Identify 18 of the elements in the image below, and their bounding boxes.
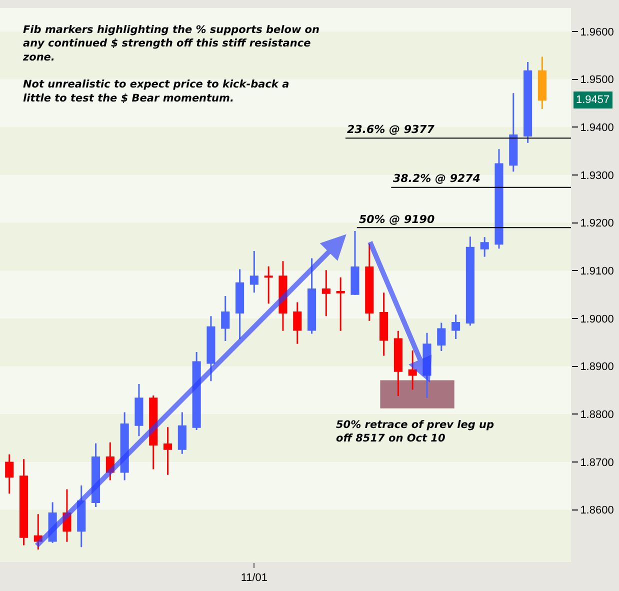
y-tick-label: 1.8900 <box>580 361 614 374</box>
y-tick-label: 1.8800 <box>580 409 614 422</box>
y-tick-label: 1.9000 <box>580 313 614 326</box>
text: 1.9457 <box>576 94 610 106</box>
y-tick-label: 1.9400 <box>580 122 614 134</box>
text: Fib markers highlighting the % supports below on any continued $ strength off this stiff resistance zone. Not unrealistic to expect price to kick-back a little to test the $ Bear momentum. <box>23 24 320 104</box>
x-tick-label: 11/01 <box>240 572 268 584</box>
annotation: 50% @ 9190 <box>359 213 435 226</box>
y-tick-label: 1.9600 <box>580 26 614 38</box>
y-tick-label: 1.9200 <box>580 218 614 230</box>
y-tick-label: 1.8700 <box>580 456 614 469</box>
y-tick-label: 1.9300 <box>580 170 614 182</box>
y-tick-label: 1.9500 <box>580 74 614 86</box>
y-tick-label: 1.8600 <box>580 504 614 517</box>
annotation: 23.6% @ 9377 <box>347 123 435 136</box>
annotation: 50% retrace of prev leg up off 8517 on Oct 10 <box>336 419 494 445</box>
y-tick-label: 1.9100 <box>580 266 614 278</box>
annotation: 38.2% @ 9274 <box>393 172 480 185</box>
